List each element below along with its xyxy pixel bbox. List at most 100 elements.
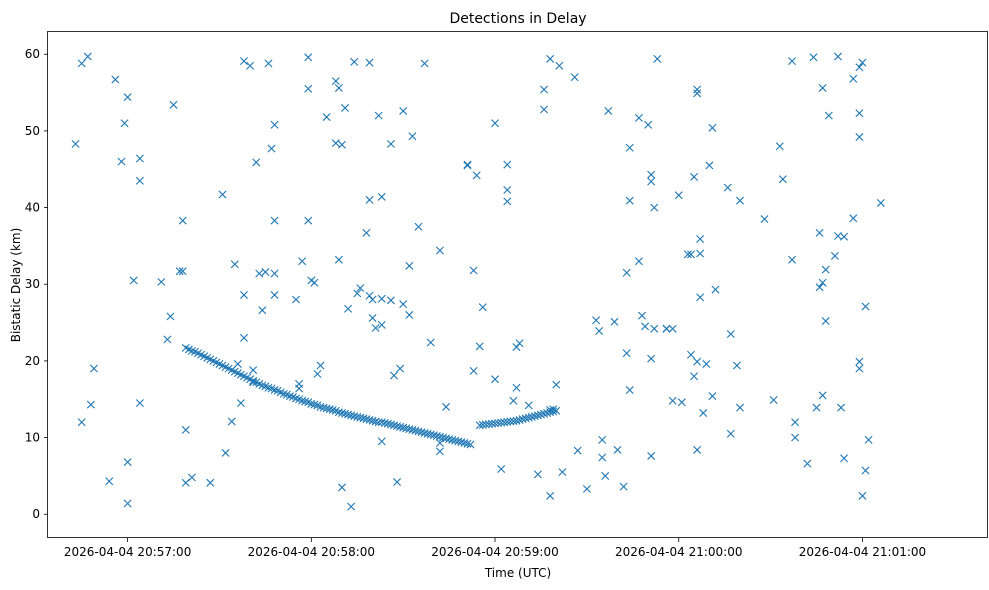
data-point (818, 83, 827, 92)
data-point (668, 324, 677, 333)
data-point (368, 295, 377, 304)
data-point (555, 61, 564, 70)
data-point (515, 415, 524, 424)
data-point (815, 283, 824, 292)
data-point (592, 316, 601, 325)
data-point (570, 73, 579, 82)
data-point (610, 317, 619, 326)
data-point (855, 364, 864, 373)
data-point (420, 59, 429, 68)
data-point (540, 105, 549, 114)
data-point (438, 433, 447, 442)
y-tick-label: 20 (25, 354, 40, 368)
data-point (227, 417, 236, 426)
data-point (821, 265, 830, 274)
data-point (497, 465, 506, 473)
data-point (634, 113, 643, 122)
data-point (760, 215, 769, 224)
data-point (405, 261, 414, 270)
data-point (503, 197, 512, 206)
data-point (491, 375, 500, 384)
data-point (677, 398, 686, 407)
data-point (625, 143, 634, 152)
data-point (310, 278, 319, 287)
data-point (735, 196, 744, 205)
data-point (543, 409, 552, 418)
data-point (503, 160, 512, 169)
data-point (647, 451, 656, 460)
data-point (362, 415, 371, 424)
data-point (390, 371, 398, 380)
data-point (530, 412, 539, 421)
data-point (818, 278, 827, 287)
data-point (527, 412, 536, 421)
data-point (374, 111, 383, 120)
data-point (347, 411, 356, 420)
data-point (429, 431, 438, 440)
data-point (687, 250, 695, 259)
data-point (650, 324, 659, 333)
data-point (524, 413, 533, 422)
data-point (117, 157, 126, 166)
data-point (380, 419, 389, 427)
data-point (337, 409, 346, 418)
data-point (236, 399, 245, 408)
data-point (377, 437, 386, 446)
data-point (365, 415, 374, 424)
data-point (432, 432, 441, 441)
data-point (536, 410, 545, 419)
data-point (344, 410, 353, 419)
data-point (252, 158, 261, 167)
data-point (876, 198, 885, 207)
data-point (540, 85, 549, 94)
data-point (478, 303, 487, 312)
data-point (855, 133, 864, 142)
x-axis-ticks: 2026-04-04 20:57:00 2026-04-04 20:58:00 20… (64, 538, 926, 559)
data-point (503, 185, 512, 194)
data-point (509, 417, 518, 426)
data-point (71, 139, 80, 148)
data-point (331, 139, 340, 148)
data-point (377, 294, 386, 303)
data-point (359, 414, 368, 423)
data-point (89, 364, 98, 373)
data-point (791, 418, 800, 427)
data-point (334, 83, 343, 92)
data-point (350, 57, 359, 66)
data-point (435, 432, 444, 441)
data-point (417, 428, 426, 437)
data-point (778, 175, 787, 184)
data-point (157, 277, 166, 286)
data-point (693, 357, 702, 366)
data-point (414, 427, 423, 436)
chart-title: Detections in Delay (449, 11, 586, 27)
plot-area-frame (47, 31, 988, 538)
y-tick-label: 30 (25, 277, 40, 291)
data-point (258, 306, 267, 315)
data-point (399, 106, 408, 115)
data-point (411, 426, 420, 435)
data-point (377, 418, 386, 427)
data-point (390, 421, 398, 430)
data-point (368, 313, 377, 322)
data-point (708, 123, 717, 132)
data-point (512, 416, 521, 425)
data-point (310, 400, 319, 409)
y-tick-label: 10 (25, 431, 40, 445)
data-point (331, 77, 340, 86)
data-point (313, 369, 322, 378)
data-point (83, 52, 92, 61)
data-point (861, 466, 870, 475)
y-axis-label: Bistatic Delay (km) (9, 228, 23, 343)
data-point (855, 357, 864, 366)
data-point (855, 109, 864, 118)
data-point (622, 349, 631, 358)
data-point (255, 269, 264, 278)
data-point (442, 434, 451, 443)
data-point (601, 471, 610, 480)
data-point (353, 412, 362, 421)
data-point (105, 477, 114, 486)
data-point (386, 296, 395, 305)
data-points (71, 52, 885, 511)
data-point (546, 491, 555, 500)
